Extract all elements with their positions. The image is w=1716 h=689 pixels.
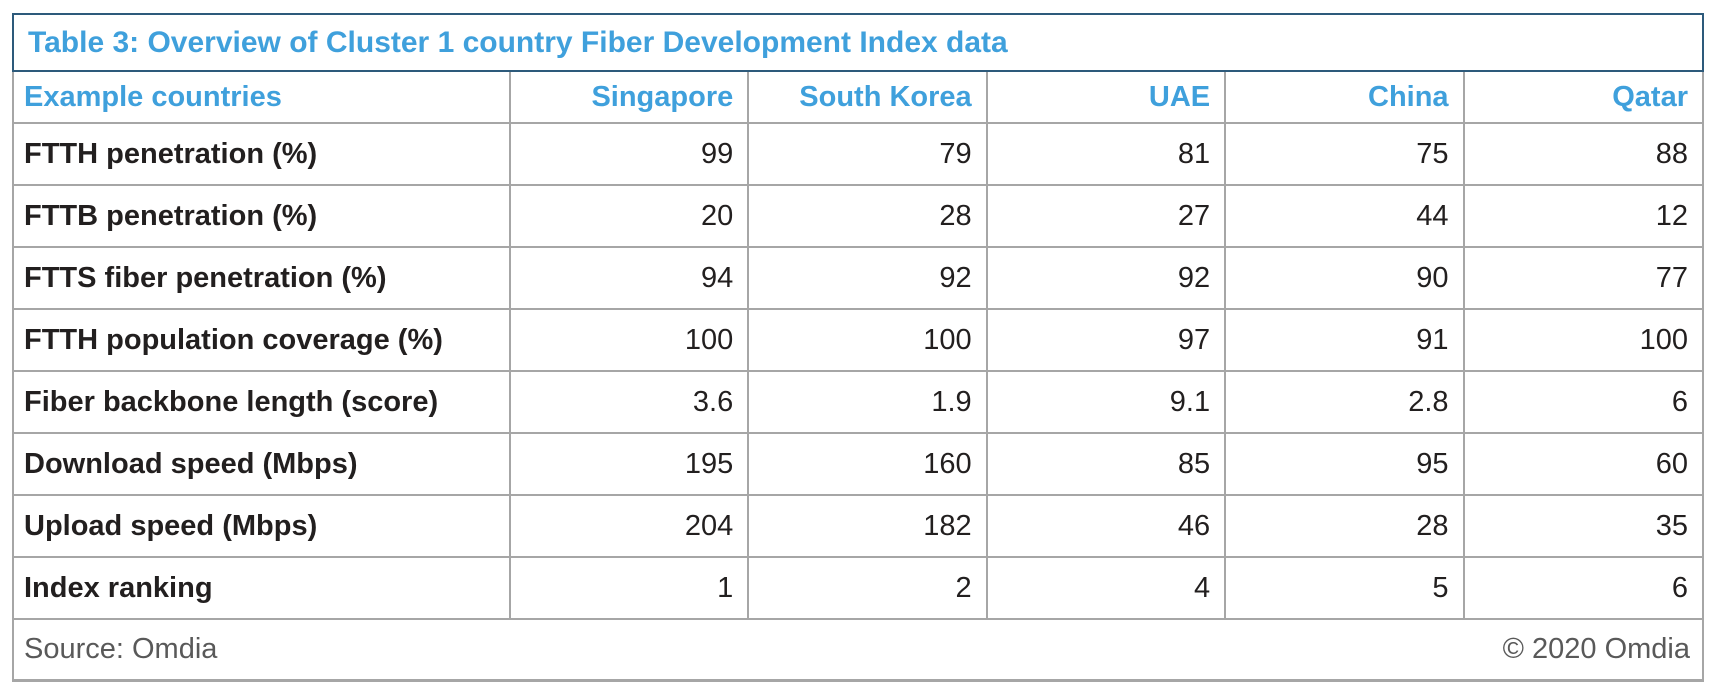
cell-value: 182 (749, 496, 988, 558)
cell-value: 60 (1464, 434, 1702, 496)
cell-value: 2 (749, 558, 988, 620)
cell-value: 204 (510, 496, 750, 558)
cell-value: 77 (1464, 248, 1702, 310)
cell-value: 28 (749, 186, 988, 248)
cell-value: 160 (749, 434, 988, 496)
cell-value: 2.8 (1226, 372, 1465, 434)
table-title: Table 3: Overview of Cluster 1 country F… (12, 13, 1704, 72)
row-label: FTTH penetration (%) (14, 124, 511, 186)
cell-value: 9.1 (987, 372, 1227, 434)
column-header-south-korea: South Korea (749, 72, 988, 124)
cell-value: 1.9 (749, 372, 988, 434)
cell-value: 46 (987, 496, 1227, 558)
cell-value: 95 (1226, 434, 1465, 496)
row-label: Upload speed (Mbps) (14, 496, 511, 558)
cell-value: 12 (1464, 186, 1702, 248)
column-header-example-countries: Example countries (14, 72, 511, 124)
copyright-note: © 2020 Omdia (1502, 633, 1690, 665)
table-footer: Source: Omdia © 2020 Omdia (12, 620, 1704, 682)
cell-value: 44 (1226, 186, 1465, 248)
row-label: FTTB penetration (%) (14, 186, 511, 248)
cell-value: 4 (987, 558, 1227, 620)
cell-value: 100 (749, 310, 988, 372)
row-label: Download speed (Mbps) (14, 434, 511, 496)
cell-value: 3.6 (510, 372, 750, 434)
cell-value: 88 (1464, 124, 1702, 186)
cell-value: 6 (1464, 558, 1702, 620)
row-label: FTTS fiber penetration (%) (14, 248, 511, 310)
column-header-singapore: Singapore (510, 72, 750, 124)
cell-value: 35 (1464, 496, 1702, 558)
cell-value: 92 (749, 248, 988, 310)
row-label: FTTH population coverage (%) (14, 310, 511, 372)
cell-value: 195 (510, 434, 750, 496)
cell-value: 6 (1464, 372, 1702, 434)
source-note: Source: Omdia (24, 633, 218, 665)
cell-value: 5 (1226, 558, 1465, 620)
row-label: Fiber backbone length (score) (14, 372, 511, 434)
column-header-china: China (1226, 72, 1465, 124)
cell-value: 97 (987, 310, 1227, 372)
cell-value: 91 (1226, 310, 1465, 372)
cell-value: 27 (987, 186, 1227, 248)
column-header-uae: UAE (987, 72, 1227, 124)
row-label: Index ranking (14, 558, 511, 620)
cell-value: 20 (510, 186, 750, 248)
cell-value: 28 (1226, 496, 1465, 558)
table-figure: Table 3: Overview of Cluster 1 country F… (12, 13, 1704, 682)
column-header-qatar: Qatar (1464, 72, 1702, 124)
cell-value: 75 (1226, 124, 1465, 186)
cell-value: 99 (510, 124, 750, 186)
cell-value: 100 (1464, 310, 1702, 372)
cell-value: 1 (510, 558, 750, 620)
cell-value: 94 (510, 248, 750, 310)
cell-value: 92 (987, 248, 1227, 310)
cell-value: 90 (1226, 248, 1465, 310)
data-table: Example countries Singapore South Korea … (12, 72, 1704, 620)
cell-value: 100 (510, 310, 750, 372)
cell-value: 85 (987, 434, 1227, 496)
cell-value: 79 (749, 124, 988, 186)
cell-value: 81 (987, 124, 1227, 186)
